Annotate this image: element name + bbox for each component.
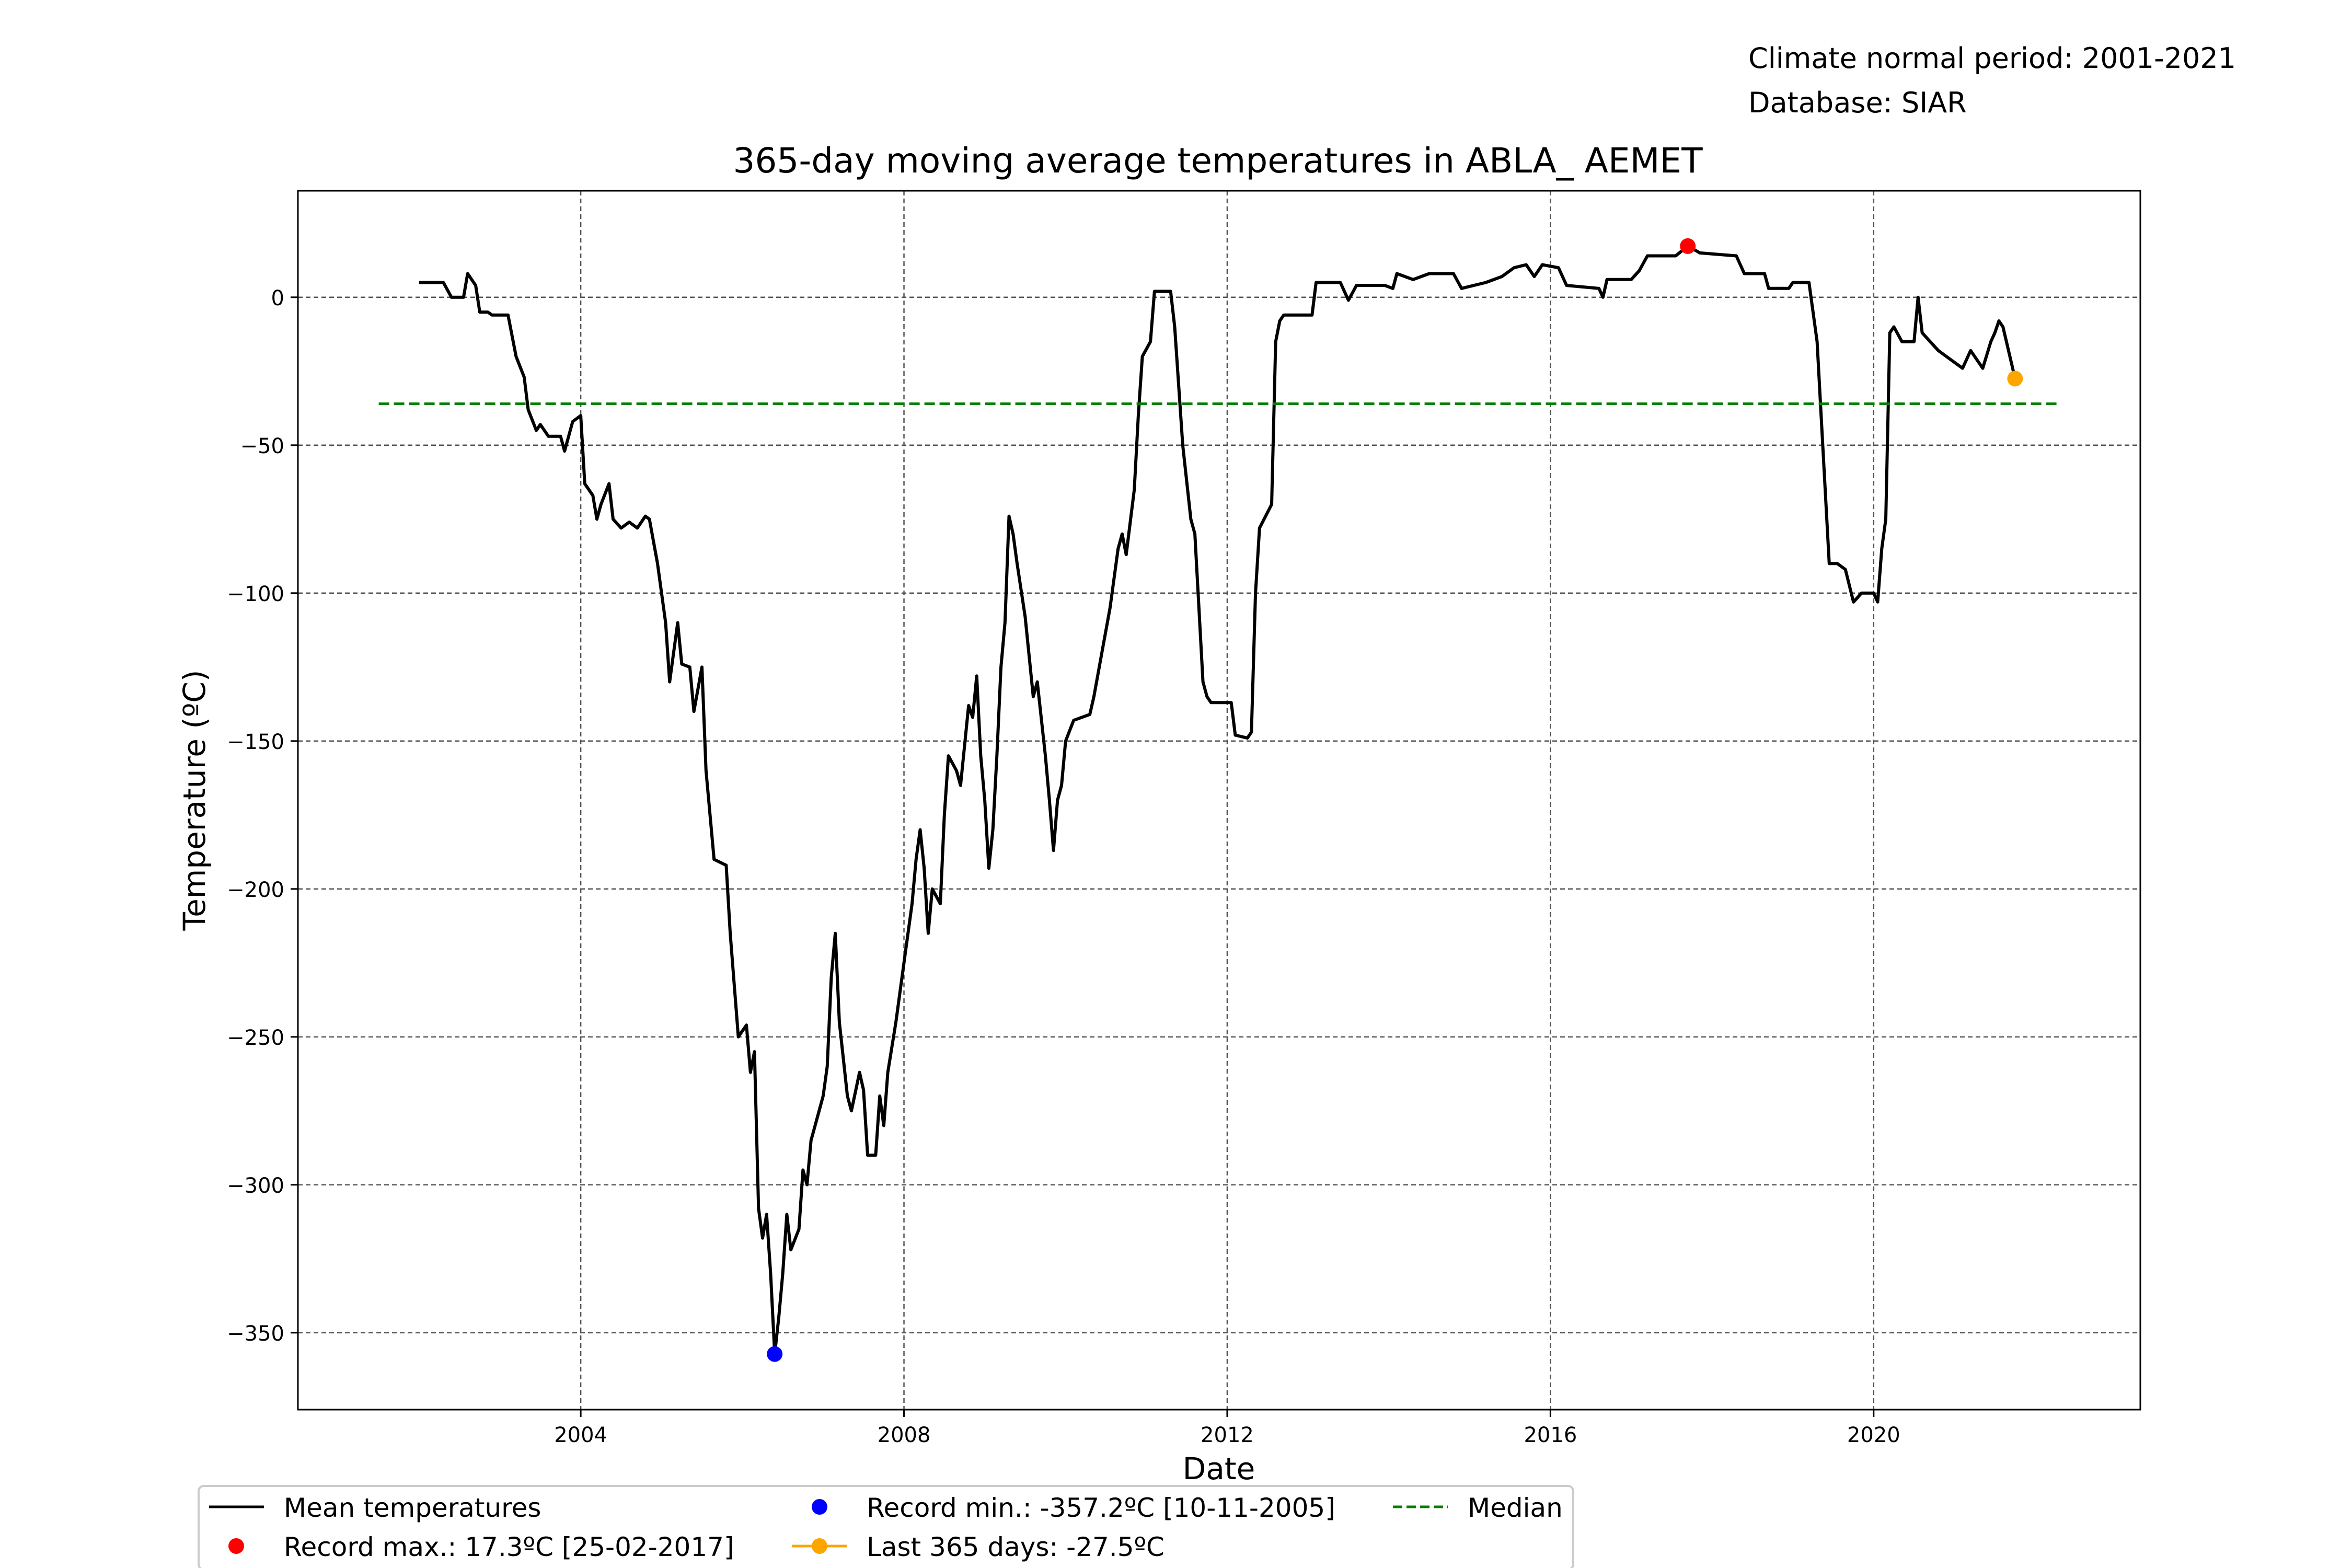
legend-max-label: Record max.: 17.3ºC [25-02-2017]: [284, 1532, 734, 1562]
x-axis-label: Date: [1183, 1451, 1255, 1486]
y-tick-label: −50: [240, 434, 284, 458]
plot-markers: [767, 238, 2023, 1362]
gridlines: [298, 191, 2140, 1410]
y-tick-label: −100: [227, 582, 284, 606]
y-tick-label: −150: [227, 730, 284, 754]
y-axis-label: Temperature (ºC): [177, 670, 212, 931]
database-label: Database: SIAR: [1748, 86, 1967, 119]
marker-point-2: [2007, 371, 2023, 387]
legend-last-label: Last 365 days: -27.5ºC: [867, 1532, 1165, 1562]
legend: Mean temperatures Record max.: 17.3ºC [2…: [198, 1485, 1574, 1568]
chart-title: 365-day moving average temperatures in A…: [733, 141, 1703, 181]
marker-point-1: [1680, 238, 1696, 254]
y-tick-label: −200: [227, 878, 284, 902]
y-tick-label: 0: [271, 286, 284, 310]
x-tick-label: 2020: [1847, 1423, 1900, 1447]
legend-frame: [198, 1485, 1574, 1568]
y-tick-label: −250: [227, 1026, 284, 1050]
legend-min-label: Record min.: -357.2ºC [10-11-2005]: [867, 1493, 1335, 1523]
plot-series: [378, 244, 2060, 1356]
legend-mean-label: Mean temperatures: [284, 1493, 541, 1523]
axis-ticks: 0 −50 −100 −150 −200 −250 −300 −350 2004 2008 2012…: [227, 286, 1900, 1447]
x-tick-label: 2012: [1201, 1423, 1254, 1447]
y-tick-label: −300: [227, 1174, 284, 1198]
x-tick-label: 2008: [878, 1423, 931, 1447]
legend-last-swatch-dot: [812, 1538, 827, 1554]
y-tick-label: −350: [227, 1322, 284, 1346]
legend-median-label: Median: [1468, 1493, 1563, 1523]
legend-max-swatch: [228, 1538, 244, 1554]
series-line-0: [419, 244, 2017, 1356]
x-tick-label: 2004: [554, 1423, 607, 1447]
plot-frame: [297, 190, 2141, 1411]
marker-point-0: [767, 1346, 783, 1362]
x-tick-label: 2016: [1524, 1423, 1577, 1447]
legend-min-swatch: [812, 1499, 827, 1515]
normal-period-label: Climate normal period: 2001-2021: [1748, 42, 2236, 75]
